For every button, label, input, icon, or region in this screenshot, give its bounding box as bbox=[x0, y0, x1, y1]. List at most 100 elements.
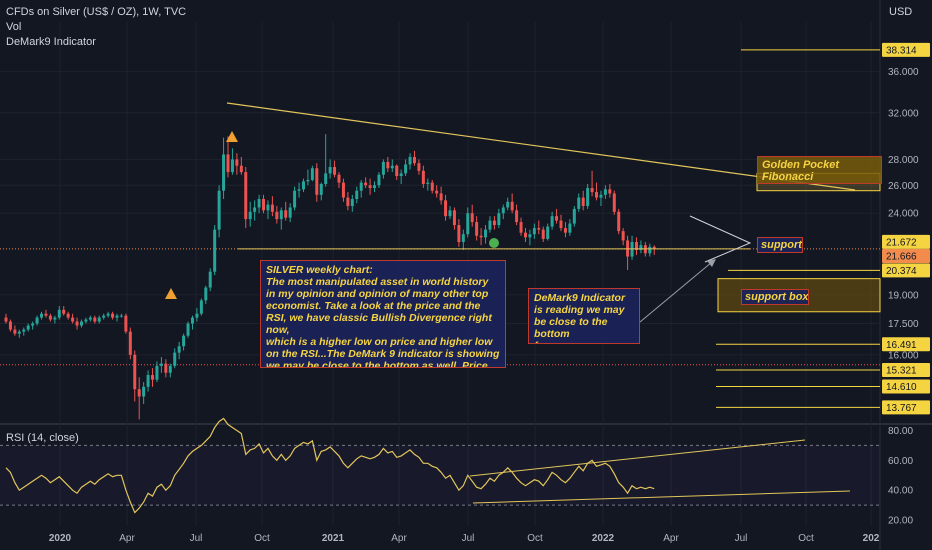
candle-body bbox=[79, 321, 83, 326]
arrow-head bbox=[707, 259, 716, 267]
candle-body bbox=[182, 335, 186, 347]
rsi-pane bbox=[0, 417, 880, 514]
indicator-legend[interactable]: DeMark9 Indicator bbox=[6, 36, 96, 48]
price-axis-badge bbox=[882, 42, 930, 57]
price-axis-badge bbox=[882, 337, 930, 352]
candle-body bbox=[488, 220, 492, 230]
descending-trendline bbox=[226, 102, 856, 191]
candle-body bbox=[475, 222, 479, 236]
candle-body bbox=[4, 317, 8, 322]
candle-body bbox=[40, 313, 44, 318]
price-axis-badge-value: 16.491 bbox=[886, 340, 917, 351]
time-tick-label: 202 bbox=[863, 533, 880, 544]
time-tick-label: Oct bbox=[254, 533, 270, 544]
price-axis[interactable]: 36.000 32.000 28.000 26.000 24.000 19.000 17.5… bbox=[882, 42, 930, 527]
candle-body bbox=[213, 229, 217, 272]
wedge-drawing bbox=[689, 215, 752, 263]
support-box-label[interactable]: support box bbox=[741, 289, 809, 305]
volume-legend[interactable]: Vol bbox=[6, 21, 22, 33]
candle-body bbox=[430, 182, 434, 191]
demark-note[interactable]: DeMark9 Indicator is reading we may be c… bbox=[528, 288, 640, 344]
time-tick-label: 2020 bbox=[49, 533, 72, 544]
rsi-lower-trendline bbox=[472, 490, 851, 504]
main-analysis-note[interactable]: SILVER weekly chart: The most manipulate… bbox=[260, 260, 506, 368]
candle-body bbox=[634, 242, 638, 251]
price-axis-badge bbox=[882, 400, 930, 415]
price-axis-badge bbox=[882, 263, 930, 278]
golden-pocket-label[interactable]: Golden Pocket Fibonacci retracement bbox=[757, 156, 882, 184]
candle-body bbox=[248, 211, 252, 220]
candlestick-series bbox=[4, 134, 656, 420]
symbol-legend[interactable]: CFDs on Silver (US$ / OZ), 1W, TVC bbox=[6, 6, 187, 18]
candle-body bbox=[297, 189, 301, 191]
candle-body bbox=[257, 198, 261, 208]
candle-body bbox=[346, 197, 350, 207]
candle-body bbox=[532, 228, 536, 235]
candle-body bbox=[31, 323, 35, 326]
candle-body bbox=[115, 315, 119, 318]
candle-body bbox=[484, 229, 488, 238]
candle-body bbox=[448, 210, 452, 217]
price-tick-label: 19.000 bbox=[888, 290, 919, 301]
candle-body bbox=[270, 204, 274, 212]
price-tick-label: 24.000 bbox=[888, 209, 919, 220]
candle-body bbox=[279, 210, 283, 220]
candle-body bbox=[648, 246, 652, 254]
candle-body bbox=[550, 216, 554, 227]
candle-body bbox=[523, 232, 527, 238]
candle-body bbox=[501, 207, 505, 214]
candle-body bbox=[44, 313, 48, 316]
candle-body bbox=[186, 323, 190, 336]
price-tick-label: 28.000 bbox=[888, 155, 919, 166]
candle-body bbox=[333, 166, 337, 175]
price-axis-badge bbox=[882, 379, 930, 394]
candle-body bbox=[497, 213, 501, 226]
time-axis[interactable]: 2020 Apr Jul Oct 2021 Apr Jul Oct 2022 Apr Jul Oct 2… bbox=[49, 533, 880, 544]
candle-body bbox=[324, 173, 328, 184]
candle-body bbox=[142, 386, 146, 397]
candle-body bbox=[159, 363, 163, 366]
candle-body bbox=[26, 325, 30, 330]
price-axis-badge bbox=[882, 234, 930, 249]
candle-body bbox=[151, 375, 155, 380]
candle-body bbox=[293, 190, 297, 208]
candle-body bbox=[350, 198, 354, 207]
price-axis-badge-value: 20.374 bbox=[886, 266, 917, 277]
candle-body bbox=[244, 172, 248, 220]
candle-body bbox=[35, 317, 39, 324]
candle-body bbox=[528, 234, 532, 238]
price-axis-badge-value: 38.314 bbox=[886, 45, 917, 56]
time-tick-label: Apr bbox=[119, 533, 135, 544]
candle-body bbox=[639, 245, 643, 251]
candle-body bbox=[355, 190, 359, 199]
candle-body bbox=[595, 192, 599, 198]
candle-body bbox=[71, 317, 75, 322]
candle-body bbox=[404, 164, 408, 174]
candle-body bbox=[111, 313, 115, 318]
candle-body bbox=[612, 193, 616, 212]
price-axis-badge-value: 13.767 bbox=[886, 403, 917, 414]
candle-body bbox=[421, 170, 425, 184]
candle-body bbox=[13, 329, 17, 334]
trend-drawings bbox=[165, 102, 856, 323]
candle-body bbox=[284, 210, 288, 218]
candle-body bbox=[88, 317, 92, 320]
candle-body bbox=[306, 179, 310, 182]
time-tick-label: Apr bbox=[391, 533, 407, 544]
rsi-band-fill bbox=[0, 445, 880, 506]
rsi-legend[interactable]: RSI (14, close) bbox=[6, 432, 79, 444]
price-axis-badge-value: 15.321 bbox=[886, 365, 917, 376]
rsi-upper-trendline bbox=[469, 439, 806, 477]
candle-body bbox=[537, 228, 541, 230]
candle-body bbox=[546, 226, 550, 239]
candle-body bbox=[239, 165, 243, 173]
support-label[interactable]: support bbox=[757, 237, 803, 253]
demark-buy-signal-icon bbox=[489, 238, 499, 248]
candle-body bbox=[381, 161, 385, 175]
candle-body bbox=[559, 220, 563, 229]
rsi-tick-label: 20.00 bbox=[888, 516, 913, 527]
candle-body bbox=[315, 168, 319, 195]
time-tick-label: Jul bbox=[735, 533, 748, 544]
candle-body bbox=[444, 200, 448, 217]
